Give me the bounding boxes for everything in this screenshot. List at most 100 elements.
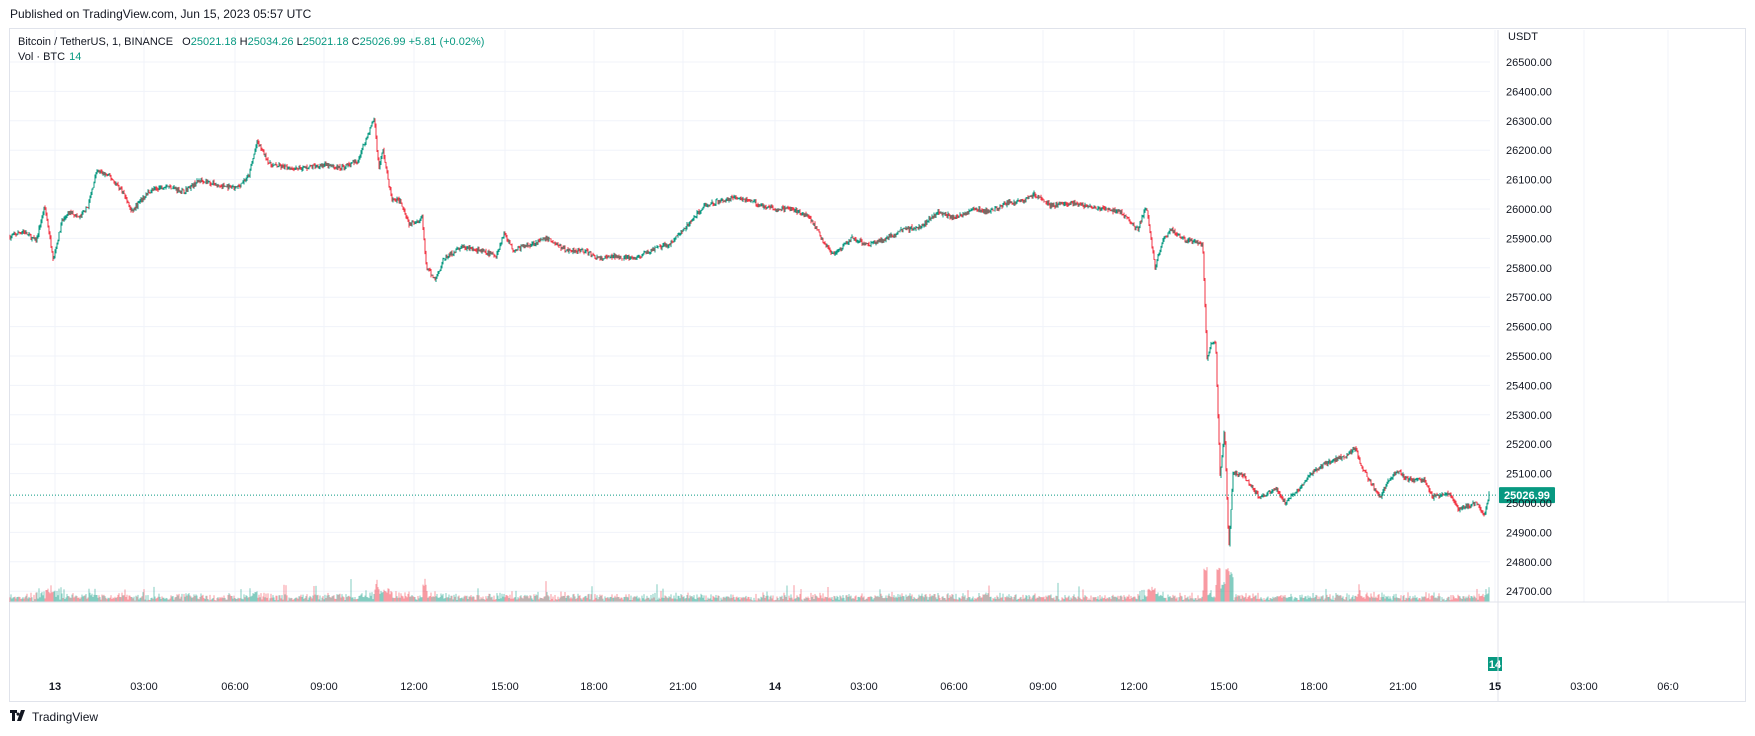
volume-bar (903, 596, 905, 602)
volume-bar (657, 599, 659, 602)
volume-bar (170, 595, 172, 602)
volume-bar (1288, 597, 1290, 602)
volume-bar (369, 592, 371, 602)
volume-bar (677, 595, 679, 602)
volume-bar (635, 596, 637, 602)
volume-bar (765, 596, 767, 602)
volume-bar (1004, 596, 1006, 602)
volume-bar (1345, 597, 1347, 602)
volume-bar (408, 591, 410, 602)
volume-bar (231, 595, 233, 602)
volume-bar (1200, 598, 1202, 602)
volume-bar (160, 599, 162, 602)
volume-bar (757, 598, 759, 602)
volume-bar (823, 598, 825, 602)
volume-bar (1216, 569, 1218, 602)
volume-bar (1092, 597, 1094, 602)
volume-bar (1447, 596, 1449, 602)
volume-bar (969, 597, 971, 602)
volume-bar (603, 600, 605, 602)
volume-bar (404, 592, 406, 602)
footer-brand[interactable]: TradingView (10, 710, 98, 724)
volume-bar (284, 594, 286, 602)
volume-bar (1077, 596, 1079, 602)
volume-bar (1449, 600, 1451, 602)
volume-bar (57, 595, 59, 602)
volume-bar (1167, 594, 1169, 602)
volume-bar (19, 597, 21, 602)
volume-bar (989, 596, 991, 602)
volume-bar (439, 597, 441, 602)
volume-bar (771, 598, 773, 602)
volume-bar (579, 595, 581, 602)
volume-bar (1137, 594, 1139, 602)
volume-bar (1267, 596, 1269, 602)
volume-bar (145, 595, 147, 602)
volume-bar (26, 593, 28, 602)
volume-bar (1356, 596, 1358, 602)
volume-bar (371, 592, 373, 602)
volume-bar (726, 596, 728, 602)
x-tick-label: 18:00 (1300, 681, 1328, 693)
volume-bar (510, 598, 512, 602)
x-tick-label: 09:00 (310, 681, 338, 693)
volume-bar (255, 592, 257, 602)
volume-bar (1148, 588, 1150, 602)
volume-bar (206, 595, 208, 602)
volume-bar (710, 594, 712, 602)
volume-bar (227, 595, 229, 602)
volume-bar (720, 597, 722, 602)
volume-bar (554, 594, 556, 602)
volume-bar (258, 594, 260, 602)
volume-bar (1349, 599, 1351, 602)
volume-bar (23, 598, 25, 602)
volume-bar (896, 597, 898, 602)
volume-bar (358, 595, 360, 602)
volume-bar (867, 596, 869, 602)
volume-bar (481, 598, 483, 602)
volume-bar (803, 598, 805, 602)
volume-bar (484, 599, 486, 602)
volume-bar (1470, 596, 1472, 602)
volume-bar (1299, 595, 1301, 602)
volume-bar (639, 598, 641, 602)
volume-bar (1212, 597, 1214, 602)
volume-bar (1250, 598, 1252, 602)
volume-bar (63, 589, 65, 602)
volume-bar (467, 599, 469, 602)
volume-bar (787, 600, 789, 602)
volume-bar (1384, 598, 1386, 602)
volume-bar (589, 599, 591, 602)
volume-bar (1052, 598, 1054, 602)
volume-bar (974, 597, 976, 602)
volume-bar (1477, 599, 1479, 602)
volume-bar (898, 597, 900, 602)
volume-bar (361, 593, 363, 602)
volume-bar (1203, 568, 1205, 602)
volume-bar (102, 595, 104, 602)
volume-bar (285, 585, 287, 602)
volume-bar (316, 595, 318, 602)
x-tick-label: 21:00 (1389, 681, 1417, 693)
volume-bar (1414, 595, 1416, 602)
volume-bar (396, 596, 398, 602)
volume-bar (272, 595, 274, 602)
volume-bar (212, 598, 214, 602)
volume-bar (323, 599, 325, 602)
volume-bar (14, 596, 16, 602)
volume-bar (352, 597, 354, 602)
volume-bar (1473, 595, 1475, 602)
volume-bar (245, 595, 247, 602)
volume-bar (314, 594, 316, 602)
volume-bar (219, 596, 221, 602)
volume-bar (1378, 594, 1380, 602)
volume-bar (561, 596, 563, 602)
volume-bar (1284, 595, 1286, 602)
volume-bar (103, 594, 105, 602)
volume-bar (1230, 572, 1232, 602)
volume-bar (437, 597, 439, 602)
volume-bar (699, 597, 701, 602)
volume-bar (685, 598, 687, 602)
volume-bar (642, 598, 644, 602)
